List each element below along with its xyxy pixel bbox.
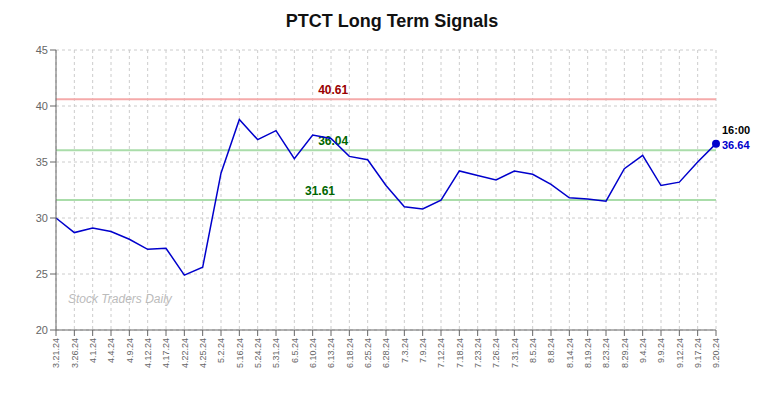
svg-text:4.25.24: 4.25.24 — [198, 338, 208, 368]
svg-text:4.1.24: 4.1.24 — [88, 338, 98, 363]
svg-text:31.61: 31.61 — [305, 184, 335, 198]
svg-text:7.18.24: 7.18.24 — [455, 338, 465, 368]
svg-text:45: 45 — [36, 44, 48, 56]
svg-text:9.12.24: 9.12.24 — [675, 338, 685, 368]
html-text:Stock Traders Daily: Stock Traders Daily — [68, 291, 172, 306]
svg-text:7.23.24: 7.23.24 — [473, 338, 483, 368]
svg-text:25: 25 — [36, 268, 48, 280]
svg-text:4.9.24: 4.9.24 — [125, 338, 135, 363]
svg-text:7.3.24: 7.3.24 — [400, 338, 410, 363]
svg-text:20: 20 — [36, 324, 48, 336]
svg-text:9.20.24: 9.20.24 — [711, 338, 721, 368]
svg-text:3.21.24: 3.21.24 — [51, 338, 61, 368]
svg-text:6.25.24: 6.25.24 — [363, 338, 373, 368]
svg-text:7.31.24: 7.31.24 — [510, 338, 520, 368]
svg-text:36.64: 36.64 — [722, 139, 750, 151]
svg-text:6.28.24: 6.28.24 — [381, 338, 391, 368]
svg-text:8.8.24: 8.8.24 — [546, 338, 556, 363]
svg-text:35: 35 — [36, 156, 48, 168]
svg-text:8.29.24: 8.29.24 — [620, 338, 630, 368]
svg-text:6.5.24: 6.5.24 — [290, 338, 300, 363]
svg-text:8.14.24: 8.14.24 — [565, 338, 575, 368]
svg-text:9.9.24: 9.9.24 — [656, 338, 666, 363]
svg-text:40: 40 — [36, 100, 48, 112]
svg-text:5.16.24: 5.16.24 — [235, 338, 245, 368]
html-text:PTCT Long Term Signals: PTCT Long Term Signals — [285, 11, 499, 31]
svg-text:8.19.24: 8.19.24 — [583, 338, 593, 368]
svg-text:8.5.24: 8.5.24 — [528, 338, 538, 363]
svg-text:6.18.24: 6.18.24 — [345, 338, 355, 368]
svg-text:40.61: 40.61 — [318, 83, 348, 97]
svg-text:5.31.24: 5.31.24 — [271, 338, 281, 368]
svg-text:5.24.24: 5.24.24 — [253, 338, 263, 368]
svg-text:4.4.24: 4.4.24 — [106, 338, 116, 363]
svg-text:9.17.24: 9.17.24 — [693, 338, 703, 368]
svg-text:7.26.24: 7.26.24 — [491, 338, 501, 368]
svg-text:4.17.24: 4.17.24 — [161, 338, 171, 368]
svg-text:7.12.24: 7.12.24 — [436, 338, 446, 368]
svg-text:8.23.24: 8.23.24 — [601, 338, 611, 368]
svg-text:6.13.24: 6.13.24 — [326, 338, 336, 368]
svg-text:4.12.24: 4.12.24 — [143, 338, 153, 368]
svg-text:3.26.24: 3.26.24 — [70, 338, 80, 368]
svg-text:5.2.24: 5.2.24 — [216, 338, 226, 363]
svg-text:6.10.24: 6.10.24 — [308, 338, 318, 368]
svg-text:36.04: 36.04 — [318, 134, 349, 149]
svg-text:7.9.24: 7.9.24 — [418, 338, 428, 363]
svg-text:30: 30 — [36, 212, 48, 224]
svg-text:9.4.24: 9.4.24 — [638, 338, 648, 363]
svg-text:4.22.24: 4.22.24 — [180, 338, 190, 368]
svg-text:16:00: 16:00 — [722, 124, 750, 136]
